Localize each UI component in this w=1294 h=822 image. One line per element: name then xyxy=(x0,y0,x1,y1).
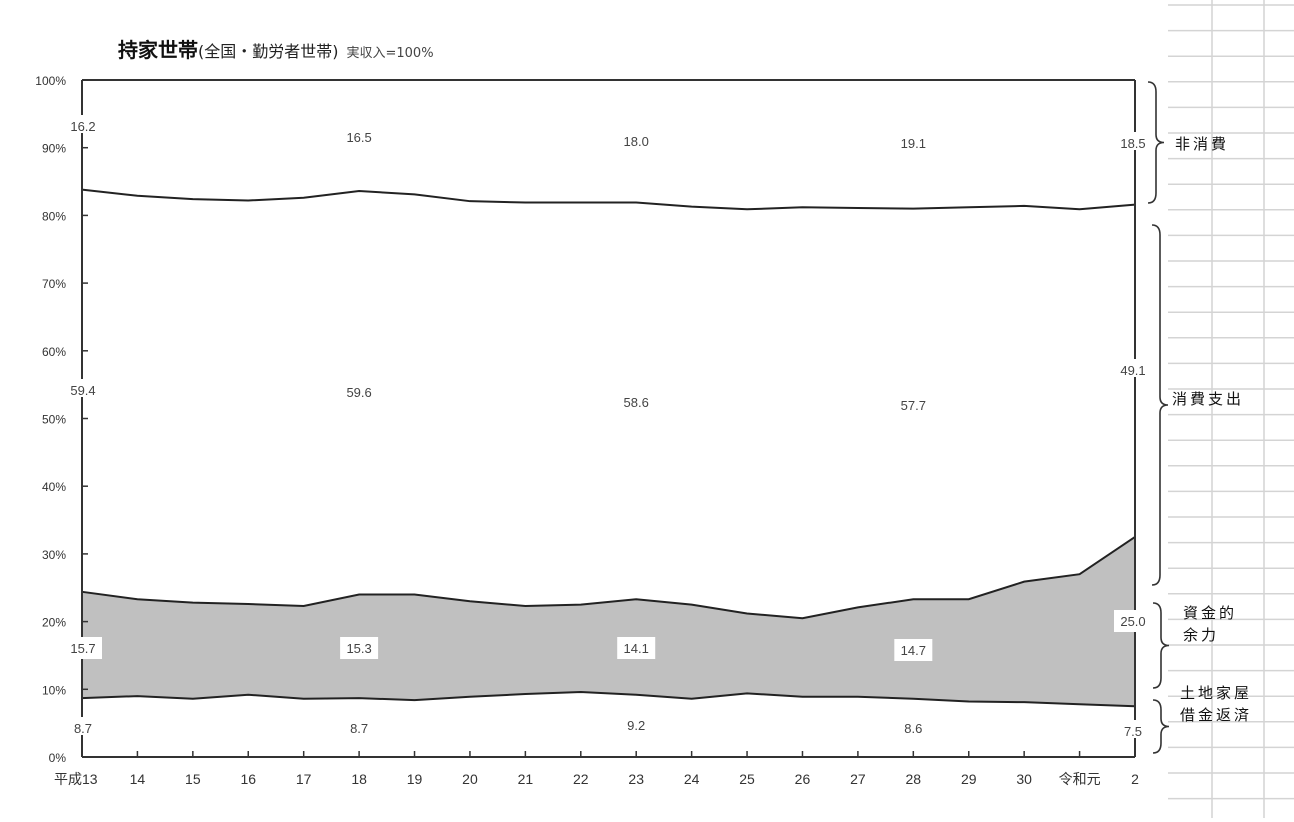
data-label: 15.3 xyxy=(346,641,371,656)
data-label: 15.7 xyxy=(70,641,95,656)
x-tick-label: 24 xyxy=(684,771,700,787)
series-boundary-line xyxy=(81,691,1136,708)
data-label: 25.0 xyxy=(1120,614,1145,629)
x-tick-label: 14 xyxy=(130,771,146,787)
data-label: 14.7 xyxy=(901,643,926,658)
legend-brace xyxy=(1152,699,1170,754)
data-label: 16.5 xyxy=(346,130,371,145)
legend-loan-line2: 借金返済 xyxy=(1180,706,1253,724)
x-tick-label: 22 xyxy=(573,771,589,787)
x-tick-label: 16 xyxy=(240,771,256,787)
y-tick-label: 80% xyxy=(42,209,66,223)
x-tick-label: 15 xyxy=(185,771,201,787)
chart-title-sub: (全国・勤労者世帯) xyxy=(198,42,339,61)
x-tick-label: 19 xyxy=(407,771,423,787)
legend-non-consumption: 非消費 xyxy=(1175,135,1230,153)
data-label: 58.6 xyxy=(624,395,649,410)
y-tick-label: 40% xyxy=(42,480,66,494)
x-tick-label: 25 xyxy=(739,771,755,787)
y-tick-label: 50% xyxy=(42,413,66,427)
data-label: 18.0 xyxy=(624,134,649,149)
legend-brace xyxy=(1151,224,1169,586)
data-label: 49.1 xyxy=(1120,363,1145,378)
y-tick-label: 20% xyxy=(42,616,66,630)
spreadsheet-grid-background xyxy=(1168,0,1294,818)
data-label: 9.2 xyxy=(627,718,645,733)
chart-title-note: 実収入=100% xyxy=(346,46,434,61)
legend-consumption: 消費支出 xyxy=(1172,390,1245,408)
surplus-area xyxy=(82,536,1135,707)
data-label: 57.7 xyxy=(901,398,926,413)
x-tick-label: 30 xyxy=(1016,771,1032,787)
x-tick-label: 21 xyxy=(518,771,534,787)
legend-loan-line1: 土地家屋 xyxy=(1180,684,1253,702)
chart-title-main: 持家世帯 xyxy=(118,38,198,62)
y-tick-label: 90% xyxy=(42,142,66,156)
x-tick-label: 2 xyxy=(1131,771,1139,787)
data-label: 7.5 xyxy=(1124,724,1142,739)
legend-brace xyxy=(1147,81,1165,204)
legend-surplus-line1: 資金的 xyxy=(1183,604,1238,622)
x-tick-label: 20 xyxy=(462,771,478,787)
y-tick-label: 10% xyxy=(42,683,66,697)
legend-surplus: 資金的 余力 xyxy=(1183,602,1237,646)
data-label: 59.6 xyxy=(346,385,371,400)
data-label: 8.7 xyxy=(350,721,368,736)
x-tick-label: 18 xyxy=(351,771,367,787)
data-label: 16.2 xyxy=(70,119,95,134)
x-tick-label: 29 xyxy=(961,771,977,787)
x-tick-label: 令和元 xyxy=(1059,771,1101,787)
legend-brace xyxy=(1152,602,1170,689)
y-tick-label: 60% xyxy=(42,345,66,359)
x-tick-label: 23 xyxy=(628,771,644,787)
y-tick-label: 0% xyxy=(49,751,67,765)
x-tick-label: 27 xyxy=(850,771,866,787)
data-label: 14.1 xyxy=(624,641,649,656)
series-boundary-line xyxy=(81,536,1136,620)
legend-loan-repayment: 土地家屋 借金返済 xyxy=(1180,682,1252,726)
x-tick-label: 26 xyxy=(795,771,811,787)
x-tick-label: 17 xyxy=(296,771,312,787)
y-tick-label: 100% xyxy=(35,74,66,88)
y-tick-label: 70% xyxy=(42,277,66,291)
x-tick-label: 平成13 xyxy=(54,771,98,787)
data-label: 18.5 xyxy=(1120,136,1145,151)
legend-surplus-line2: 余力 xyxy=(1183,626,1220,644)
x-tick-label: 28 xyxy=(906,771,922,787)
chart-title: 持家世帯(全国・勤労者世帯) 実収入=100% xyxy=(118,34,434,63)
data-label: 59.4 xyxy=(70,383,95,398)
series-boundary-line xyxy=(81,188,1136,211)
data-label: 8.7 xyxy=(74,721,92,736)
y-tick-label: 30% xyxy=(42,548,66,562)
data-label: 19.1 xyxy=(901,136,926,151)
data-label: 8.6 xyxy=(904,721,922,736)
